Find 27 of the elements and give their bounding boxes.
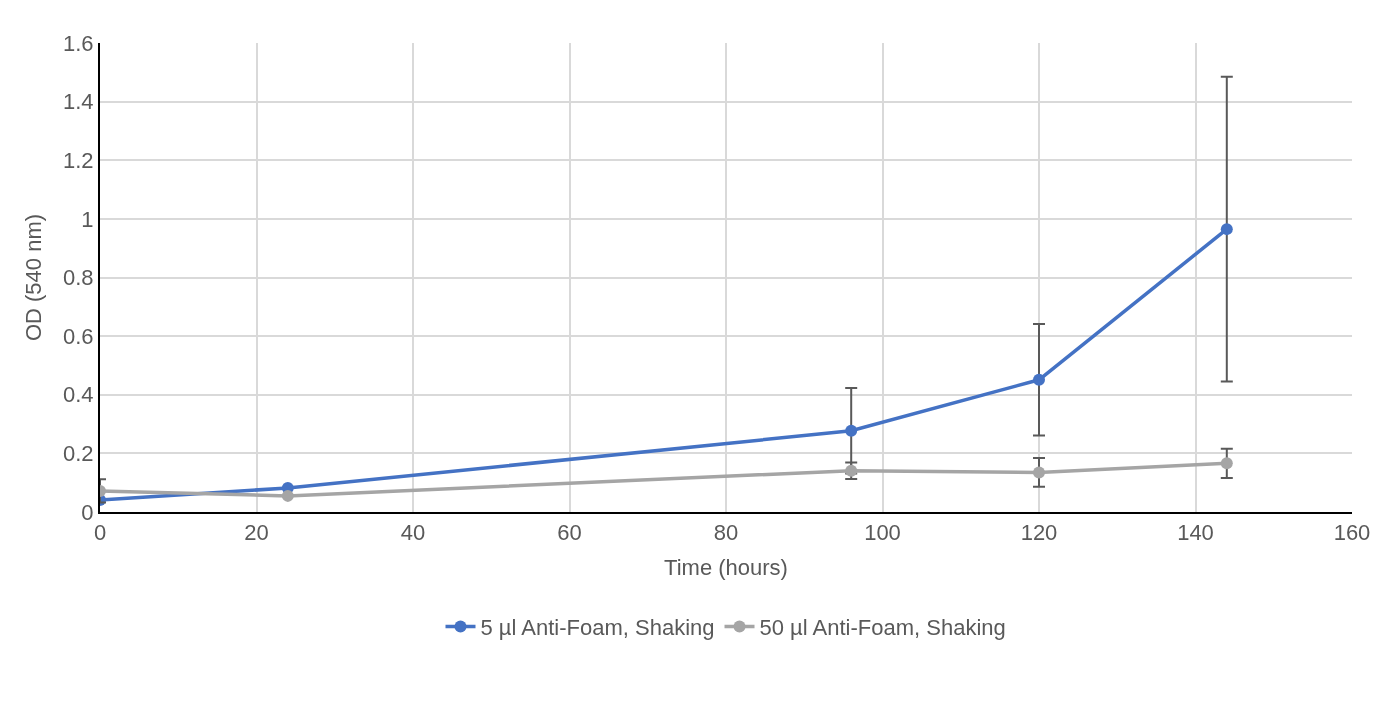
point <box>1220 223 1233 236</box>
legend-label: 5 µl Anti-Foam, Shaking <box>480 615 715 641</box>
y-tick-label: 0.2 <box>63 441 94 467</box>
y-axis-title: OD (540 nm) <box>21 213 47 342</box>
x-tick-label: 100 <box>864 520 901 546</box>
x-tick-label: 160 <box>1333 520 1371 546</box>
point <box>1220 457 1233 470</box>
y-tick-label: 0.6 <box>63 323 94 349</box>
x-axis-title: Time (hours) <box>664 554 788 580</box>
x-tick-label: 60 <box>557 520 582 546</box>
y-tick-label: 1.6 <box>63 30 94 56</box>
y-tick-label: 1 <box>81 206 94 232</box>
y-tick-label: 1.2 <box>63 147 94 173</box>
x-tick-label: 20 <box>244 520 269 546</box>
y-tick-label: 1.4 <box>63 89 94 115</box>
y-tick-label: 0.8 <box>63 265 94 291</box>
point <box>1033 373 1045 386</box>
x-tick-label: 40 <box>400 520 426 546</box>
x-tick-label: 120 <box>1020 520 1058 546</box>
x-tick-label: 80 <box>713 520 739 546</box>
y-tick-label: 0.4 <box>63 382 94 408</box>
legend-label: 50 µl Anti-Foam, Shaking <box>759 615 1006 641</box>
y-tick-label: 0 <box>81 499 94 525</box>
point <box>281 489 294 502</box>
point <box>1033 466 1045 479</box>
x-tick-label: 140 <box>1177 520 1214 546</box>
point <box>845 424 858 437</box>
